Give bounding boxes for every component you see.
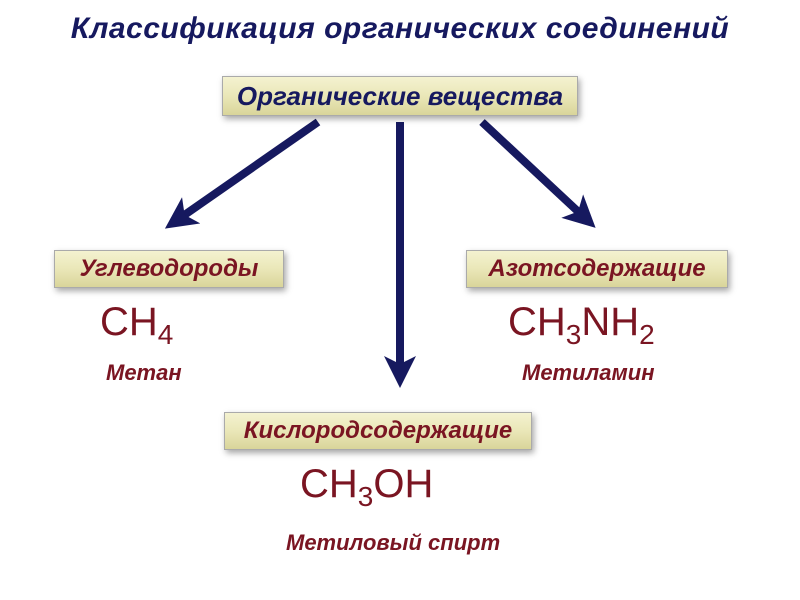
root-box: Органические вещества — [222, 76, 578, 116]
right-label: Азотсодержащие — [488, 255, 705, 283]
formula-right: CH3NH2 — [508, 300, 655, 351]
formula-left: CH4 — [100, 300, 173, 351]
caption-middle: Метиловый спирт — [286, 530, 500, 556]
middle-box: Кислородсодержащие — [224, 412, 532, 450]
formula-middle: CH3OH — [300, 462, 433, 513]
caption-left: Метан — [106, 360, 182, 386]
page-title: Классификация органических соединений — [0, 0, 800, 46]
middle-label: Кислородсодержащие — [244, 417, 513, 445]
root-label: Органические вещества — [237, 81, 563, 112]
caption-right: Метиламин — [522, 360, 654, 386]
left-label: Углеводороды — [80, 255, 259, 283]
right-box: Азотсодержащие — [466, 250, 728, 288]
left-box: Углеводороды — [54, 250, 284, 288]
